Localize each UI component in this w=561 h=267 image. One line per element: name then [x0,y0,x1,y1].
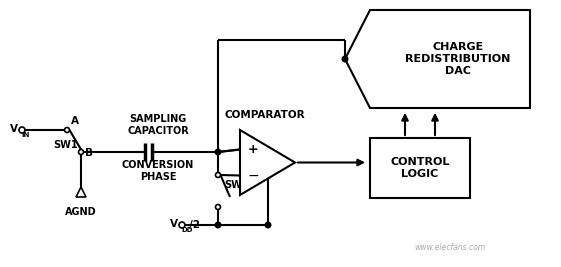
Text: V: V [170,219,178,229]
Circle shape [215,149,221,155]
Circle shape [215,205,220,210]
Text: AGND: AGND [65,207,97,217]
Text: V: V [10,124,18,134]
Polygon shape [76,187,86,197]
Text: SW1: SW1 [53,140,77,150]
Text: IN: IN [21,132,29,138]
Circle shape [215,222,221,228]
Polygon shape [240,130,295,195]
Text: CHARGE
REDISTRIBUTION
DAC: CHARGE REDISTRIBUTION DAC [405,42,511,76]
Text: www.elecfans.com: www.elecfans.com [415,243,486,252]
Circle shape [79,150,84,155]
Text: B: B [85,148,93,158]
Circle shape [265,222,271,228]
Text: SW2: SW2 [224,180,249,190]
Text: DD: DD [181,227,192,233]
Text: /2: /2 [189,220,200,230]
Text: A: A [71,116,79,126]
Circle shape [65,128,70,132]
Circle shape [179,222,185,228]
Polygon shape [345,10,530,108]
Text: COMPARATOR: COMPARATOR [225,110,305,120]
Text: CONTROL
LOGIC: CONTROL LOGIC [390,157,450,179]
FancyBboxPatch shape [370,138,470,198]
Text: −: − [248,168,260,183]
Text: SAMPLING
CAPACITOR: SAMPLING CAPACITOR [127,114,189,136]
Circle shape [342,56,348,62]
Text: CONVERSION
PHASE: CONVERSION PHASE [122,160,194,182]
Circle shape [19,127,25,133]
Text: +: + [248,143,259,156]
Circle shape [215,172,220,178]
